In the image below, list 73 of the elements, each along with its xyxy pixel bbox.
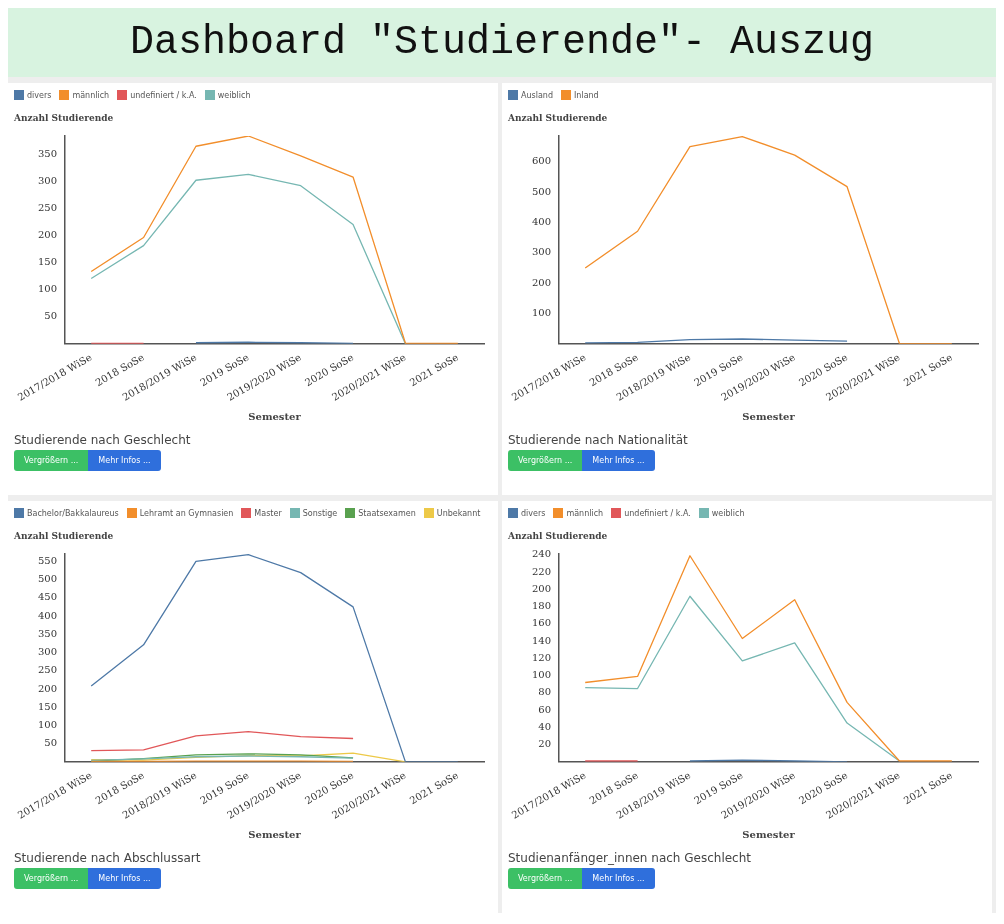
text: Studierende nach Geschlecht — [14, 433, 192, 447]
text: Vergrößern ... — [508, 450, 583, 471]
y-tick-label: 500 — [37, 573, 58, 585]
legend-label: männlich — [72, 90, 110, 100]
y-tick-label: 200 — [531, 276, 552, 288]
y-tick-label: 200 — [37, 229, 58, 241]
legend-label: Master — [254, 508, 282, 518]
x-axis-title: Semester — [742, 828, 796, 840]
text: Mehr Infos ... — [582, 868, 655, 889]
text: Vergrößern ... — [508, 868, 583, 889]
legend-label: männlich — [566, 508, 604, 518]
y-tick-label: 300 — [37, 646, 58, 658]
y-tick-label: 450 — [37, 591, 58, 603]
y-tick-label: 100 — [37, 283, 58, 295]
legend-label: weiblich — [217, 90, 251, 100]
y-axis-title: Anzahl Studierende — [14, 531, 115, 543]
y-tick-label: 180 — [531, 600, 552, 612]
y-tick-label: 80 — [538, 686, 552, 698]
y-tick-label: 40 — [538, 720, 552, 732]
y-axis-title: Anzahl Studierende — [508, 531, 609, 543]
y-tick-label: 50 — [44, 737, 58, 749]
y-tick-label: 150 — [37, 700, 58, 712]
x-axis-title: Semester — [248, 828, 302, 840]
y-tick-label: 200 — [37, 682, 58, 694]
legend-label: Bachelor/Bakkalaureus — [27, 508, 119, 518]
y-tick-label: 100 — [531, 669, 552, 681]
text: Vergrößern ... — [14, 450, 89, 471]
y-tick-label: 100 — [531, 307, 552, 319]
text: Mehr Infos ... — [582, 450, 655, 471]
y-tick-label: 600 — [531, 155, 552, 167]
legend-label: Staatsexamen — [358, 508, 416, 518]
y-tick-label: 400 — [531, 216, 552, 228]
text: Studierende nach Abschlussart — [14, 851, 202, 865]
y-tick-label: 140 — [531, 634, 552, 646]
text: Studienanfänger_innen nach Geschlecht — [508, 851, 753, 865]
y-tick-label: 20 — [538, 738, 552, 750]
legend-label: undefiniert / k.A. — [130, 90, 197, 100]
legend-label: divers — [27, 90, 52, 100]
y-tick-label: 240 — [531, 548, 552, 560]
y-tick-label: 150 — [37, 256, 58, 268]
y-tick-label: 500 — [531, 185, 552, 197]
legend-label: Sonstige — [302, 508, 338, 518]
y-axis-title: Anzahl Studierende — [14, 113, 115, 125]
text: Vergrößern ... — [14, 868, 89, 889]
text: Mehr Infos ... — [88, 450, 161, 471]
y-tick-label: 300 — [37, 175, 58, 187]
x-axis-title: Semester — [248, 410, 302, 422]
y-tick-label: 350 — [37, 148, 58, 160]
y-tick-label: 120 — [531, 651, 552, 663]
y-tick-label: 100 — [37, 718, 58, 730]
y-tick-label: 550 — [37, 554, 58, 566]
text: Mehr Infos ... — [88, 868, 161, 889]
x-axis-title: Semester — [742, 410, 796, 422]
text: Studierende nach Nationalität — [508, 433, 689, 447]
y-tick-label: 160 — [531, 617, 552, 629]
y-axis-title: Anzahl Studierende — [508, 113, 609, 125]
y-tick-label: 350 — [37, 627, 58, 639]
legend-label: weiblich — [711, 508, 745, 518]
legend-label: Ausland — [521, 90, 553, 100]
y-tick-label: 50 — [44, 310, 58, 322]
y-tick-label: 220 — [531, 565, 552, 577]
legend-label: divers — [521, 508, 546, 518]
y-tick-label: 250 — [37, 202, 58, 214]
legend-label: Inland — [573, 90, 599, 100]
legend-label: undefiniert / k.A. — [624, 508, 691, 518]
legend-label: Unbekannt — [436, 508, 481, 518]
legend-label: Lehramt an Gymnasien — [139, 508, 234, 518]
chart-title: Dashboard "Studierende"- Auszug — [8, 8, 996, 77]
y-tick-label: 250 — [37, 664, 58, 676]
y-tick-label: 300 — [531, 246, 552, 258]
y-tick-label: 400 — [37, 609, 58, 621]
y-tick-label: 200 — [531, 582, 552, 594]
y-tick-label: 60 — [538, 703, 552, 715]
